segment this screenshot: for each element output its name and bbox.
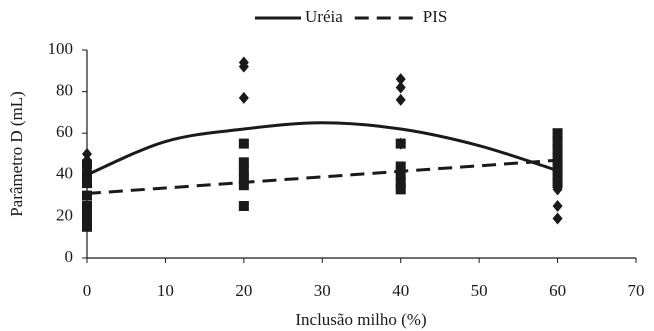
square-point xyxy=(552,178,563,189)
y-tick-label: 100 xyxy=(48,39,74,58)
x-axis-label: Inclusão milho (%) xyxy=(295,310,426,329)
square-point xyxy=(395,184,406,195)
x-tick-label: 0 xyxy=(83,281,92,300)
diamond-point xyxy=(552,200,563,212)
square-point xyxy=(238,173,249,184)
square-point xyxy=(82,178,92,189)
square-point xyxy=(395,161,406,172)
diamond-point xyxy=(395,73,406,86)
diamond-point xyxy=(238,60,249,73)
y-tick-label: 40 xyxy=(56,164,73,183)
fit-line xyxy=(86,121,559,177)
y-tick-label: 80 xyxy=(56,81,73,100)
diamond-point xyxy=(238,91,249,104)
square-point xyxy=(82,221,92,232)
diamond-point xyxy=(395,81,406,94)
square-point xyxy=(238,180,249,191)
x-tick-label: 20 xyxy=(235,281,252,300)
x-tick-label: 60 xyxy=(549,281,566,300)
square-point xyxy=(395,178,406,189)
y-tick-label: 60 xyxy=(56,122,73,141)
square-point xyxy=(552,153,563,164)
y-tick-label: 20 xyxy=(56,205,73,224)
square-point xyxy=(82,190,92,201)
square-point xyxy=(552,161,563,172)
square-point xyxy=(395,138,406,149)
square-point xyxy=(82,159,92,170)
fit-line xyxy=(86,158,558,196)
square-point xyxy=(82,207,92,218)
x-tick-label: 10 xyxy=(157,281,174,300)
x-tick-label: 30 xyxy=(314,281,331,300)
square-point xyxy=(238,201,249,211)
diamond-point xyxy=(395,93,406,106)
x-tick-label: 70 xyxy=(628,281,645,300)
diamond-point xyxy=(552,212,563,225)
square-point xyxy=(552,128,563,139)
square-point xyxy=(238,157,249,168)
legend-label: Uréia xyxy=(305,7,343,26)
square-point xyxy=(238,165,249,176)
square-point xyxy=(552,169,563,180)
y-axis-label: Parâmetro D (mL) xyxy=(7,91,26,217)
y-tick-label: 0 xyxy=(65,247,74,266)
square-point xyxy=(552,144,563,155)
x-tick-label: 50 xyxy=(471,281,488,300)
square-point xyxy=(395,169,406,180)
diamond-point xyxy=(82,148,92,160)
x-tick-label: 40 xyxy=(392,281,409,300)
legend-label: PIS xyxy=(423,7,448,26)
square-point xyxy=(552,136,563,147)
square-point xyxy=(238,138,249,149)
square-point xyxy=(82,201,92,211)
